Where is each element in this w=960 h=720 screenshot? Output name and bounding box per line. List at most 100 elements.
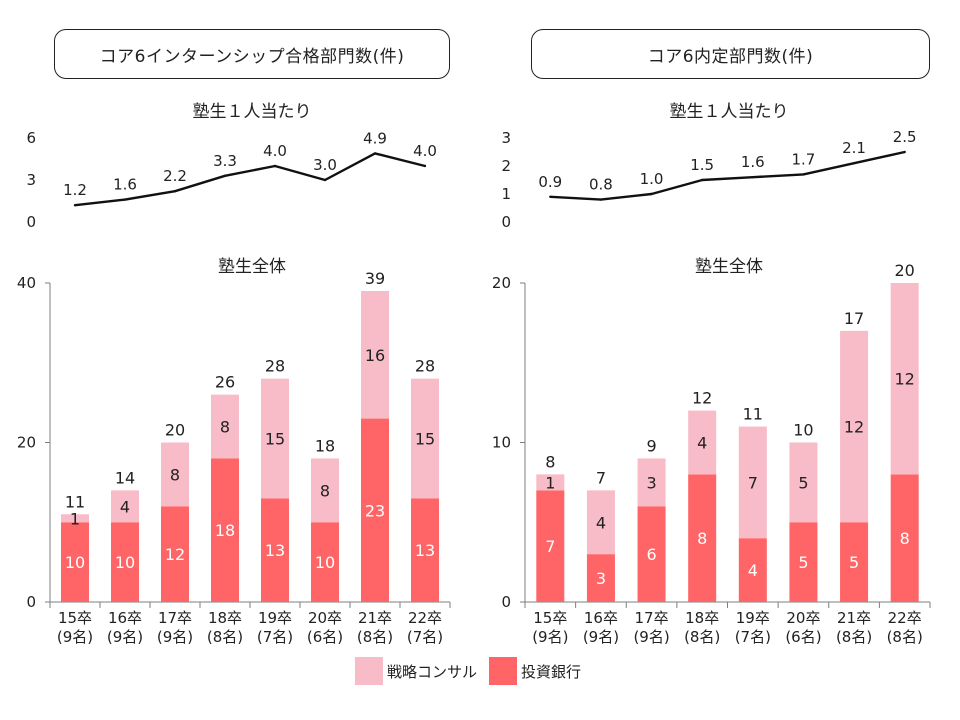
internship-total-label-investment-banking-4: 13 — [265, 541, 285, 560]
offer-total-label-investment-banking-3: 8 — [697, 529, 707, 548]
internship-total-label-investment-banking-3: 18 — [215, 521, 235, 540]
internship-total-bar-consulting-1 — [111, 490, 139, 523]
offer-total-total-label-3: 12 — [692, 389, 712, 408]
offer-per-student-ytick-1: 1 — [501, 185, 511, 203]
offer-total-total-label-6: 17 — [844, 309, 864, 328]
internship-per-student-point-1 — [123, 198, 127, 201]
internship-total-category-label-1: 16卒 — [108, 609, 142, 627]
internship-total-total-label-7: 28 — [415, 357, 435, 376]
internship-total-bar-investment-banking-1 — [111, 522, 139, 602]
internship-total-label-consulting-5: 8 — [320, 481, 330, 500]
offer-total-bar-investment-banking-0 — [536, 490, 565, 602]
offer-per-student-point-4 — [751, 176, 755, 179]
internship-total-bar-consulting-4 — [261, 378, 289, 499]
internship-total-label-investment-banking-0: 10 — [65, 553, 85, 572]
offer-total-category-label-0: 15卒 — [533, 609, 567, 627]
internship-total-label-consulting-0: 1 — [70, 509, 80, 528]
offer-total-category-sublabel-5: (6名) — [785, 628, 821, 646]
offer-total-category-label-1: 16卒 — [584, 609, 618, 627]
offer-total-ytick-1: 10 — [492, 434, 511, 452]
offer-total-ytick-0: 0 — [501, 593, 511, 611]
offer-total-bar-consulting-1 — [586, 490, 615, 555]
internship-total-category-sublabel-5: (6名) — [307, 628, 343, 646]
offer-total-total-label-7: 20 — [895, 261, 915, 280]
offer-total-bar-investment-banking-1 — [586, 554, 615, 602]
offer-total-category-label-2: 17卒 — [635, 609, 669, 627]
offer-per-student-data-label-7: 2.5 — [893, 128, 917, 146]
internship-total-ytick-2: 40 — [17, 274, 36, 292]
internship-total-category-sublabel-1: (9名) — [107, 628, 143, 646]
offer-total-bar-consulting-0 — [536, 474, 565, 491]
offer-total-label-investment-banking-5: 5 — [798, 553, 808, 572]
internship-total-bar-consulting-6 — [361, 290, 389, 419]
offer-total-category-sublabel-1: (9名) — [583, 628, 619, 646]
internship-per-student-ytick-2: 6 — [26, 129, 36, 147]
internship-total-category-label-5: 20卒 — [308, 609, 342, 627]
internship-total-category-sublabel-0: (9名) — [57, 628, 93, 646]
offer-total-category-sublabel-6: (8名) — [836, 628, 872, 646]
offer-total-bar-investment-banking-4 — [738, 538, 767, 602]
internship-total-category-sublabel-7: (7名) — [407, 628, 443, 646]
internship-per-student-ytick-1: 3 — [26, 171, 36, 189]
offer-per-student-data-label-4: 1.6 — [741, 153, 765, 171]
internship-total-label-investment-banking-6: 23 — [365, 501, 385, 520]
legend-item-investment-banking: 投資銀行 — [489, 657, 581, 685]
internship-total-category-label-2: 17卒 — [158, 609, 192, 627]
offer-total-label-consulting-1: 4 — [596, 513, 606, 532]
offer-per-student-title: 塾生１人当たり — [670, 101, 789, 122]
offer-per-student-data-label-1: 0.8 — [589, 176, 613, 194]
offer-total-category-label-5: 20卒 — [786, 609, 820, 627]
internship-total-bar-investment-banking-4 — [261, 498, 289, 602]
offer-total-category-label-3: 18卒 — [685, 609, 719, 627]
internship-per-student-title: 塾生１人当たり — [193, 101, 312, 122]
internship-total-bar-investment-banking-7 — [411, 498, 439, 602]
internship-per-student-series-line — [74, 152, 426, 207]
internship-total-label-investment-banking-7: 13 — [415, 541, 435, 560]
offer-total-label-consulting-3: 4 — [697, 434, 707, 453]
internship-per-student-data-label-7: 4.0 — [413, 142, 437, 160]
offer-total-category-label-6: 21卒 — [837, 609, 871, 627]
offer-total-total-label-1: 7 — [596, 468, 606, 487]
internship-total-ytick-0: 0 — [26, 593, 36, 611]
internship-per-student-data-label-1: 1.6 — [113, 176, 137, 194]
offer-total-bar-consulting-2 — [637, 458, 666, 507]
internship-total-label-consulting-4: 15 — [265, 430, 285, 449]
internship-total-total-label-0: 11 — [65, 492, 85, 511]
legend-item-consulting: 戦略コンサル — [355, 657, 477, 685]
internship-total-label-investment-banking-1: 10 — [115, 553, 135, 572]
offer-total-label-investment-banking-0: 7 — [545, 537, 555, 556]
internship-per-student-data-label-0: 1.2 — [63, 181, 87, 199]
offer-panel-title: コア6内定部門数(件) — [531, 29, 930, 79]
offer-per-student-data-label-6: 2.1 — [842, 139, 866, 157]
internship-total-category-sublabel-2: (9名) — [157, 628, 193, 646]
offer-total-category-sublabel-0: (9名) — [532, 628, 568, 646]
offer-total-total-label-4: 11 — [743, 405, 763, 424]
offer-total-bar-consulting-6 — [840, 330, 869, 523]
offer-per-student-point-5 — [802, 173, 805, 176]
internship-total-bar-investment-banking-0 — [61, 522, 89, 602]
offer-per-student-ytick-2: 2 — [501, 157, 511, 175]
offer-per-student-data-label-0: 0.9 — [538, 173, 562, 191]
offer-per-student-data-label-3: 1.5 — [690, 156, 714, 174]
offer-total-label-consulting-2: 3 — [646, 473, 656, 492]
offer-per-student-data-label-2: 1.0 — [640, 170, 664, 188]
offer-total-bar-investment-banking-6 — [840, 522, 869, 602]
offer-total-label-investment-banking-1: 3 — [596, 569, 606, 588]
internship-total-title: 塾生全体 — [218, 256, 286, 277]
offer-total-label-investment-banking-7: 8 — [900, 529, 910, 548]
offer-per-student-series-line — [550, 150, 905, 201]
internship-per-student-data-label-3: 3.3 — [213, 152, 237, 170]
offer-total-category-sublabel-7: (8名) — [887, 628, 923, 646]
offer-total-bar-investment-banking-5 — [789, 522, 818, 602]
offer-total-label-consulting-5: 5 — [798, 473, 808, 492]
offer-per-student-point-1 — [599, 198, 603, 201]
offer-total-title: 塾生全体 — [695, 256, 763, 277]
offer-total-total-label-0: 8 — [545, 452, 555, 471]
internship-total-bar-consulting-0 — [61, 514, 89, 523]
internship-total-bar-consulting-2 — [161, 442, 189, 507]
internship-per-student-point-4 — [273, 164, 277, 168]
offer-per-student-point-2 — [650, 192, 653, 196]
internship-total-total-label-2: 20 — [165, 421, 185, 440]
internship-per-student-ytick-0: 0 — [26, 213, 36, 231]
internship-total-label-investment-banking-5: 10 — [315, 553, 335, 572]
